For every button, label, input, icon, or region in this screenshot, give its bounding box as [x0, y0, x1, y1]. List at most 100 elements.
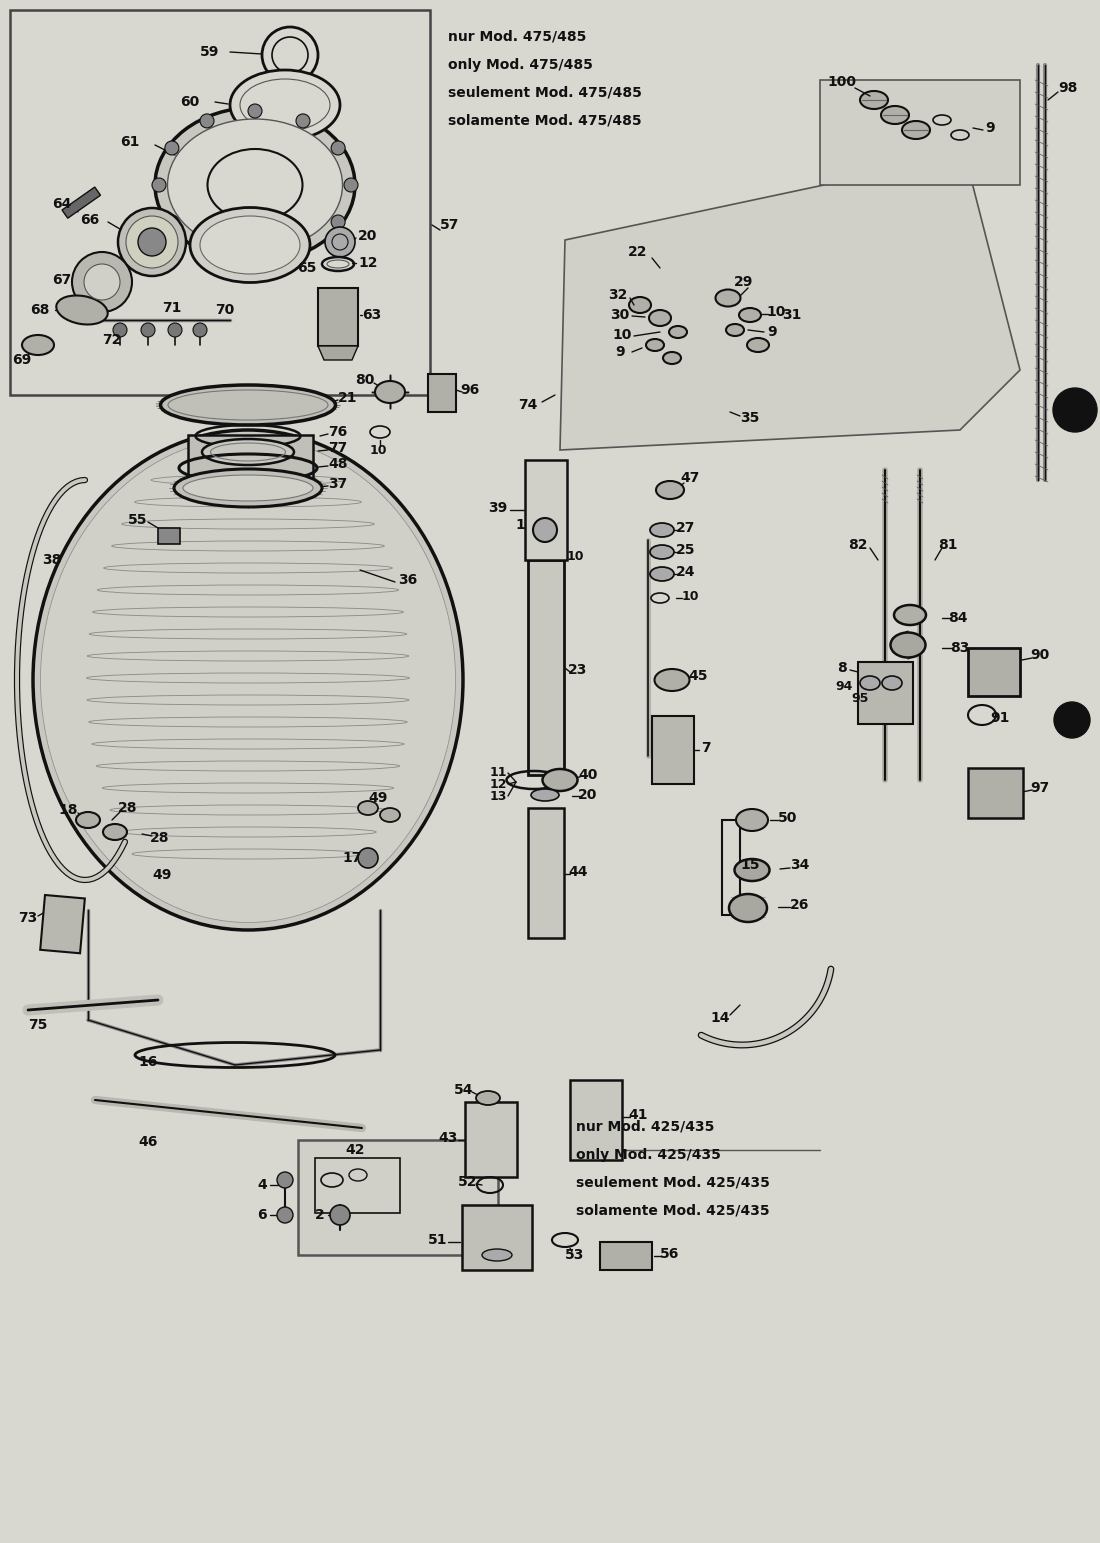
Ellipse shape [202, 440, 294, 464]
Text: 39: 39 [488, 501, 507, 515]
Bar [465, 1102, 517, 1177]
Text: only Mod. 425/435: only Mod. 425/435 [576, 1148, 720, 1162]
Ellipse shape [650, 566, 674, 582]
Ellipse shape [747, 338, 769, 352]
Bar [315, 1157, 400, 1213]
Text: 31: 31 [782, 309, 802, 322]
Text: 52: 52 [459, 1176, 477, 1190]
Ellipse shape [22, 335, 54, 355]
Bar [318, 289, 358, 346]
Circle shape [1054, 702, 1090, 738]
Circle shape [1053, 387, 1097, 432]
Text: 25: 25 [676, 543, 695, 557]
Ellipse shape [542, 768, 578, 792]
Circle shape [272, 37, 308, 73]
Ellipse shape [891, 633, 925, 657]
Text: 26: 26 [790, 898, 810, 912]
Text: 51: 51 [428, 1233, 448, 1247]
Ellipse shape [739, 309, 761, 322]
Text: 48: 48 [328, 457, 348, 471]
Text: 1: 1 [515, 518, 525, 532]
Ellipse shape [902, 120, 930, 139]
Ellipse shape [476, 1091, 501, 1105]
Ellipse shape [860, 676, 880, 690]
Text: solamente Mod. 425/435: solamente Mod. 425/435 [576, 1204, 770, 1217]
Circle shape [534, 518, 557, 542]
Circle shape [330, 1205, 350, 1225]
Text: 10: 10 [370, 443, 387, 457]
Text: 100: 100 [827, 76, 857, 89]
Ellipse shape [379, 809, 400, 822]
Text: 7: 7 [701, 741, 711, 755]
Bar [462, 1205, 532, 1270]
Polygon shape [560, 154, 1020, 451]
Bar [968, 648, 1020, 696]
Text: 82: 82 [848, 539, 868, 552]
Text: nur Mod. 425/435: nur Mod. 425/435 [576, 1120, 714, 1134]
Ellipse shape [650, 545, 674, 559]
Text: 73: 73 [19, 910, 37, 924]
Text: 64: 64 [53, 198, 72, 211]
Text: 40: 40 [579, 768, 597, 782]
Text: 12: 12 [490, 778, 507, 790]
Bar [158, 528, 180, 545]
Text: 76: 76 [329, 424, 348, 440]
Bar [41, 895, 85, 954]
Text: 83: 83 [950, 640, 970, 654]
Text: 46: 46 [139, 1136, 157, 1150]
Text: 15: 15 [740, 858, 760, 872]
Text: 49: 49 [368, 792, 387, 805]
Text: 56: 56 [660, 1247, 680, 1261]
Text: seulement Mod. 425/435: seulement Mod. 425/435 [576, 1176, 770, 1190]
Text: 75: 75 [29, 1018, 47, 1032]
Text: 17: 17 [342, 852, 362, 866]
Circle shape [192, 322, 207, 336]
Ellipse shape [715, 290, 740, 307]
Text: 97: 97 [1031, 781, 1049, 795]
Circle shape [277, 1173, 293, 1188]
Text: seulement Mod. 475/485: seulement Mod. 475/485 [448, 86, 642, 100]
Polygon shape [820, 80, 1020, 185]
Ellipse shape [646, 339, 664, 350]
Text: 96: 96 [461, 383, 480, 397]
Ellipse shape [629, 296, 651, 313]
Circle shape [200, 242, 214, 256]
Bar [600, 1242, 652, 1270]
Text: 72: 72 [102, 333, 122, 347]
Text: 28: 28 [151, 832, 169, 846]
Text: 71: 71 [163, 301, 182, 315]
Ellipse shape [118, 208, 186, 276]
Bar [528, 560, 564, 775]
Ellipse shape [881, 106, 909, 123]
Text: 68: 68 [31, 302, 50, 316]
Circle shape [331, 140, 345, 154]
Ellipse shape [650, 523, 674, 537]
Text: 11: 11 [490, 767, 507, 779]
Text: 47: 47 [680, 471, 700, 485]
Ellipse shape [33, 430, 463, 930]
Ellipse shape [860, 91, 888, 110]
Circle shape [168, 322, 182, 336]
Circle shape [358, 849, 378, 869]
Text: 66: 66 [80, 213, 100, 227]
Circle shape [262, 26, 318, 83]
Ellipse shape [76, 812, 100, 829]
Ellipse shape [656, 481, 684, 498]
Ellipse shape [208, 150, 302, 221]
Ellipse shape [103, 824, 127, 839]
Text: 13: 13 [490, 790, 507, 802]
Ellipse shape [327, 261, 349, 268]
Text: 9: 9 [615, 346, 625, 360]
Text: 70: 70 [216, 302, 234, 316]
Ellipse shape [183, 475, 314, 501]
Text: 37: 37 [329, 477, 348, 491]
Text: 53: 53 [565, 1248, 585, 1262]
Circle shape [248, 103, 262, 117]
Ellipse shape [482, 1248, 512, 1261]
Ellipse shape [200, 216, 300, 275]
Polygon shape [318, 346, 358, 360]
Text: 84: 84 [948, 611, 968, 625]
Text: 57: 57 [440, 218, 460, 231]
Text: 43: 43 [438, 1131, 458, 1145]
Ellipse shape [155, 108, 355, 262]
